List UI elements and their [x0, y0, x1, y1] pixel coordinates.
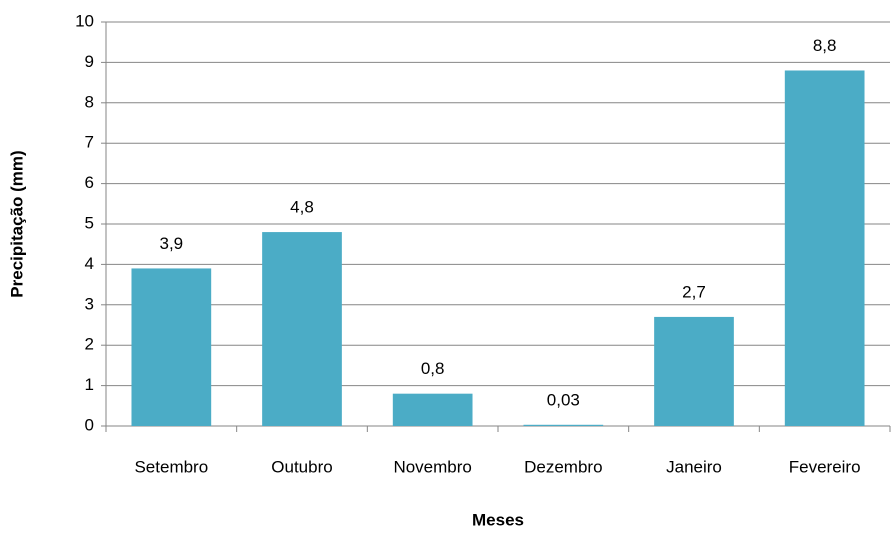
- y-tick-label: 9: [85, 52, 94, 71]
- y-tick-label: 0: [85, 415, 94, 434]
- y-tick-label: 8: [85, 92, 94, 111]
- x-tick-label: Outubro: [271, 457, 332, 476]
- value-label: 0,03: [547, 390, 580, 409]
- bar: [654, 316, 734, 426]
- bar: [784, 70, 865, 426]
- value-label: 3,9: [160, 234, 184, 253]
- value-label: 4,8: [290, 198, 314, 217]
- y-tick-label: 3: [85, 294, 94, 313]
- y-tick-label: 4: [85, 254, 94, 273]
- x-tick-label: Janeiro: [666, 457, 722, 476]
- x-axis-title: Meses: [472, 510, 524, 529]
- y-tick-label: 7: [85, 133, 94, 152]
- y-tick-label: 1: [85, 375, 94, 394]
- y-tick-label: 10: [75, 11, 94, 30]
- value-label: 8,8: [813, 36, 837, 55]
- bar: [131, 268, 212, 426]
- x-tick-label: Fevereiro: [789, 457, 861, 476]
- y-tick-label: 6: [85, 173, 94, 192]
- value-label: 0,8: [421, 359, 445, 378]
- x-tick-label: Setembro: [134, 457, 208, 476]
- bar: [392, 393, 473, 426]
- bar: [262, 232, 342, 426]
- y-axis-title: Precipitação (mm): [7, 150, 26, 297]
- bar: [523, 424, 604, 426]
- value-label: 2,7: [682, 282, 706, 301]
- y-tick-label: 2: [85, 335, 94, 354]
- x-tick-label: Novembro: [393, 457, 471, 476]
- y-tick-label: 5: [85, 213, 94, 232]
- x-tick-label: Dezembro: [524, 457, 602, 476]
